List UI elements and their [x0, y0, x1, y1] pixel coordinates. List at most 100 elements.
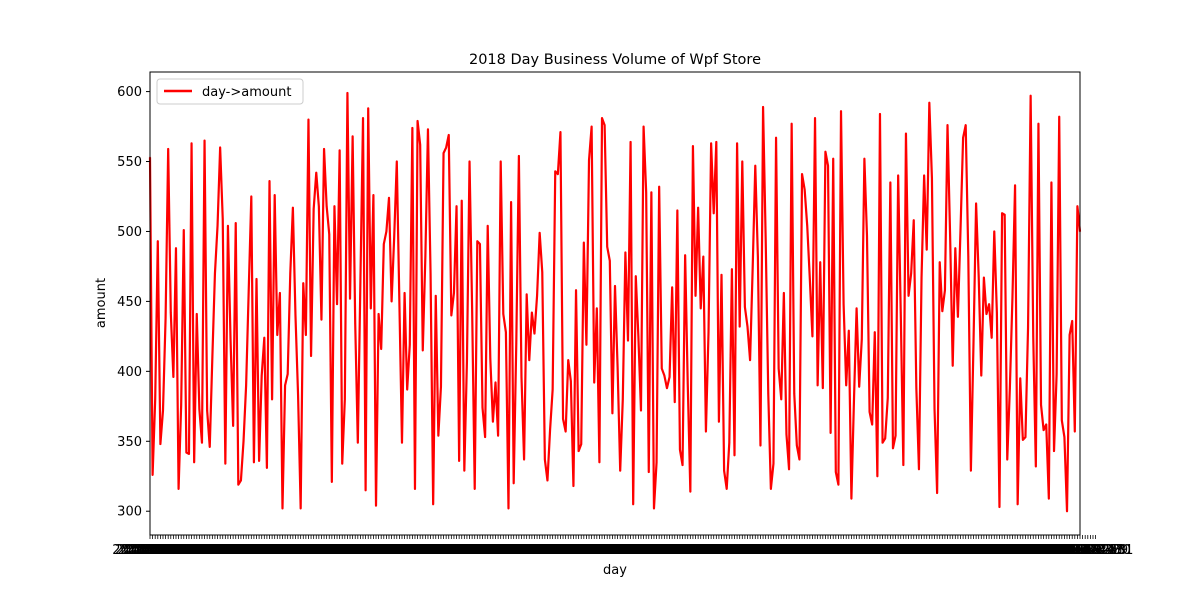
data-point	[684, 254, 686, 257]
x-tick-label: 2018-02-03	[198, 543, 274, 558]
data-point	[255, 278, 258, 280]
data-point	[455, 205, 458, 208]
data-point	[616, 366, 619, 368]
x-tick-label: 2018-03-03	[271, 543, 347, 558]
x-tick-label: 2018-10-15	[858, 543, 934, 558]
x-tick-label: 2018-11-01	[902, 543, 978, 558]
data-point	[959, 229, 962, 231]
data-point	[850, 497, 853, 500]
data-point	[240, 479, 242, 482]
x-tick-label: 2018-03-05	[276, 543, 352, 558]
data-point	[1024, 436, 1027, 438]
data-point	[596, 307, 598, 310]
x-tick-label: 2018-06-06	[517, 543, 593, 558]
data-point	[923, 174, 925, 177]
data-point	[1066, 510, 1068, 513]
x-tick-label: 2018-03-17	[307, 543, 383, 558]
x-tick-label: 2018-05-25	[486, 543, 562, 558]
data-point	[733, 454, 736, 457]
x-tick-label: 2018-09-02	[746, 543, 822, 558]
x-tick-label: 2018-10-19	[868, 543, 944, 558]
data-point	[692, 145, 694, 147]
x-tick-label: 2018-10-01	[821, 543, 897, 558]
y-tick-label: 350	[117, 435, 142, 450]
x-tick-label: 2018-01-18	[156, 543, 232, 558]
data-point	[570, 380, 572, 382]
legend-label: day->amount	[202, 85, 291, 100]
data-point	[302, 282, 305, 285]
x-tick-label: 2018-02-15	[229, 543, 305, 558]
data-point	[822, 387, 824, 389]
data-point	[1040, 404, 1042, 406]
x-tick-label: 2018-01-02	[115, 543, 191, 558]
x-tick-label: 2018-09-17	[785, 543, 861, 558]
x-tick-label: 2018-10-07	[837, 543, 913, 558]
chart-title: 2018 Day Business Volume of Wpf Store	[469, 52, 761, 68]
x-tick-label: 2018-09-07	[759, 543, 835, 558]
x-tick-label: 2018-06-24	[564, 543, 640, 558]
x-tick-label: 2018-02-25	[255, 543, 331, 558]
data-point	[312, 208, 315, 210]
data-point	[333, 205, 336, 208]
x-tick-label: 2018-09-12	[772, 543, 848, 558]
x-tick-label: 2018-06-19	[551, 543, 627, 558]
data-point	[938, 261, 941, 264]
x-tick-label: 2018-08-13	[694, 543, 770, 558]
x-tick-label: 2018-12-19	[1027, 543, 1103, 558]
data-point	[996, 311, 998, 314]
data-point	[1027, 327, 1029, 329]
x-tick-label: 2018-04-26	[411, 543, 487, 558]
x-tick-label: 2018-03-31	[343, 543, 419, 558]
data-point	[723, 469, 725, 472]
data-point	[715, 141, 718, 143]
x-tick-label: 2018-03-28	[336, 543, 412, 558]
data-point	[260, 374, 263, 377]
x-tick-label: 2018-12-27	[1047, 543, 1123, 558]
data-point	[634, 275, 637, 278]
data-point	[520, 376, 523, 378]
x-tick-label: 2018-01-08	[130, 543, 206, 558]
data-point	[323, 148, 325, 150]
data-point	[419, 143, 421, 146]
data-point	[593, 381, 596, 384]
x-tick-label: 2018-03-27	[333, 543, 409, 558]
x-tick-label: 2018-02-28	[263, 543, 339, 558]
data-point	[694, 295, 697, 297]
data-point	[1048, 497, 1050, 500]
plot-area	[148, 91, 1082, 513]
x-tick-label: 2018-10-10	[845, 543, 921, 558]
data-point	[471, 307, 473, 310]
x-tick-label: 2018-07-30	[658, 543, 734, 558]
y-axis-ticks: 300 350 400 450 500 550 600	[117, 85, 150, 520]
data-point	[325, 205, 328, 208]
x-tick-label: 2018-11-26	[967, 543, 1043, 558]
data-point	[998, 506, 1001, 508]
x-tick-label: 2018-08-23	[720, 543, 796, 558]
data-point	[712, 212, 715, 215]
data-point	[990, 336, 993, 339]
data-point	[892, 447, 894, 450]
x-tick-label: 2018-06-03	[510, 543, 586, 558]
data-point	[962, 136, 964, 139]
x-tick-label: 2018-07-13	[614, 543, 690, 558]
x-tick-label: 2018-07-23	[640, 543, 716, 558]
x-tick-label: 2018-05-16	[463, 543, 539, 558]
x-tick-label: 2018-10-08	[840, 543, 916, 558]
data-point	[154, 398, 156, 401]
x-tick-label: 2018-08-26	[728, 543, 804, 558]
data-point	[949, 234, 951, 237]
x-tick-label: 2018-02-12	[221, 543, 297, 558]
data-point	[193, 461, 195, 464]
x-tick-label: 2018-02-04	[201, 543, 277, 558]
data-point	[507, 507, 510, 510]
data-point	[910, 272, 912, 275]
data-point	[889, 181, 892, 184]
data-point	[686, 383, 689, 385]
x-tick-label: 2018-09-14	[777, 543, 853, 558]
x-tick-label: 2018-12-07	[995, 543, 1071, 558]
x-tick-label: 2018-09-22	[798, 543, 874, 558]
x-tick-label: 2018-01-30	[188, 543, 264, 558]
x-tick-label: 2018-11-13	[933, 543, 1009, 558]
x-tick-label: 2018-04-03	[351, 543, 427, 558]
